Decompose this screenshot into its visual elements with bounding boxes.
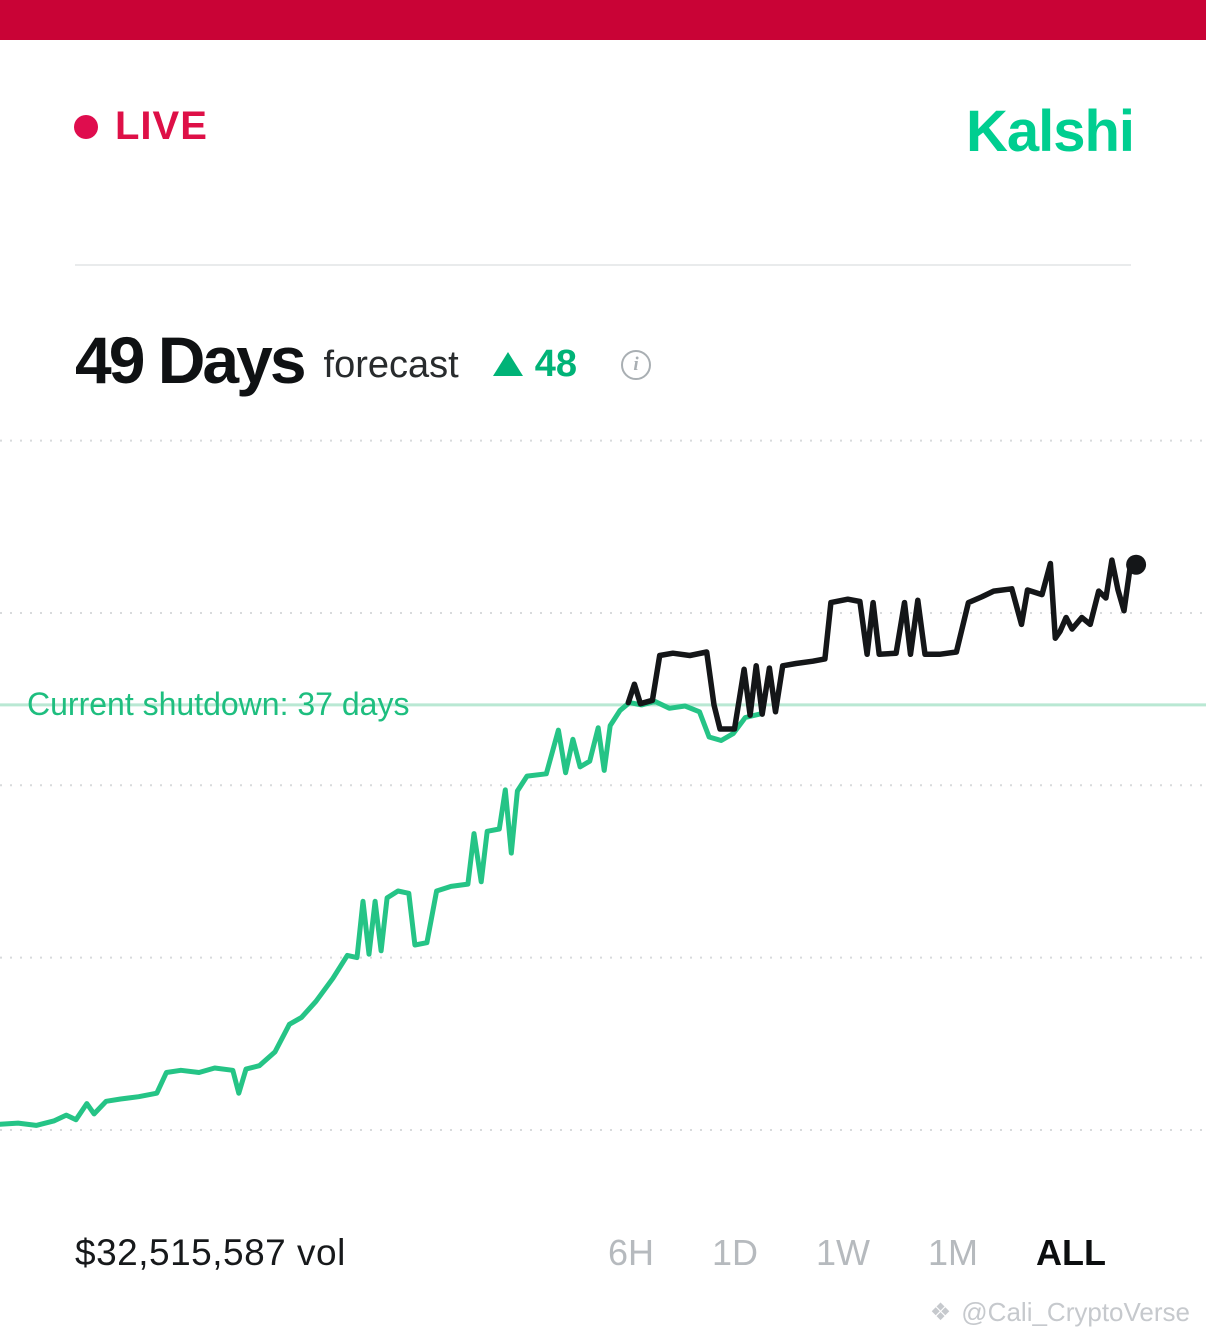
range-button-6h[interactable]: 6H (607, 1232, 654, 1273)
current-shutdown-annotation: Current shutdown: 37 days (27, 686, 410, 722)
header-divider (75, 264, 1131, 266)
forecast-value: 49 Days (75, 323, 307, 397)
range-button-all[interactable]: ALL (1036, 1232, 1106, 1273)
info-icon[interactable]: i (620, 350, 651, 380)
triangle-up-icon (492, 352, 523, 376)
forecast-chart-area[interactable] (0, 420, 1206, 1160)
time-range-selector: 6H 1D 1W 1M ALL (608, 1232, 1106, 1274)
forecast-suffix: forecast (323, 343, 459, 386)
range-button-1m[interactable]: 1M (928, 1232, 979, 1273)
gem-icon: ❖ (929, 1299, 952, 1326)
forecast-chart (0, 439, 1206, 1131)
forecast-change-value: 48 (534, 342, 577, 385)
forecast-title-row: 49 Days forecast 48 i (75, 322, 1146, 398)
live-label: LIVE (115, 104, 208, 148)
kalshi-logo: Kalshi (965, 99, 1135, 164)
range-button-1w[interactable]: 1W (816, 1232, 870, 1273)
footer-controls: $32,515,587 vol 6H 1D 1W 1M ALL (75, 1222, 1106, 1284)
top-red-bar (0, 0, 1206, 40)
watermark: ❖ @Cali_CryptoVerse (930, 1297, 1190, 1328)
forecast-change: 48 (492, 342, 577, 386)
range-button-1d[interactable]: 1D (711, 1232, 758, 1273)
watermark-handle: @Cali_CryptoVerse (961, 1297, 1190, 1327)
volume-label: $32,515,587 vol (75, 1232, 346, 1273)
live-dot-icon (74, 114, 98, 139)
live-indicator: LIVE (74, 104, 208, 149)
